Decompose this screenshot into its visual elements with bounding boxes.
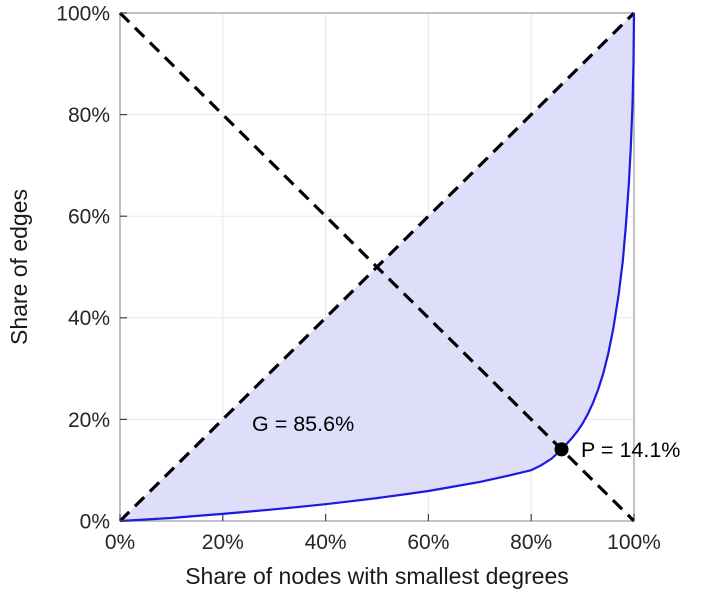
y-tick-label: 60% [68,206,110,229]
plot-frame [119,12,635,522]
intersection-point [554,442,569,457]
x-tick-label: 80% [510,531,552,554]
x-tick-label: 100% [607,531,661,554]
y-axis-label: Share of edges [6,189,32,345]
anti-diagonal [118,11,636,523]
y-tick-label: 20% [68,409,110,432]
gini-annotation: G = 85.6% [252,412,354,436]
x-tick-label: 20% [202,531,244,554]
y-tick-label: 80% [68,104,110,127]
x-tick-label: 60% [407,531,449,554]
y-tick-label: 40% [68,307,110,330]
x-tick-label: 40% [305,531,347,554]
p-annotation: P = 14.1% [581,438,680,462]
y-tick-label: 0% [80,510,110,533]
axis-ticks: 0% 20% 40% 60% 80% 100% 0% 20% 40% 60% 80% 100% [56,2,661,554]
y-tick-label: 100% [56,2,110,25]
x-axis-label: Share of nodes with smallest degrees [185,563,569,589]
x-tick-label: 0% [105,531,135,554]
